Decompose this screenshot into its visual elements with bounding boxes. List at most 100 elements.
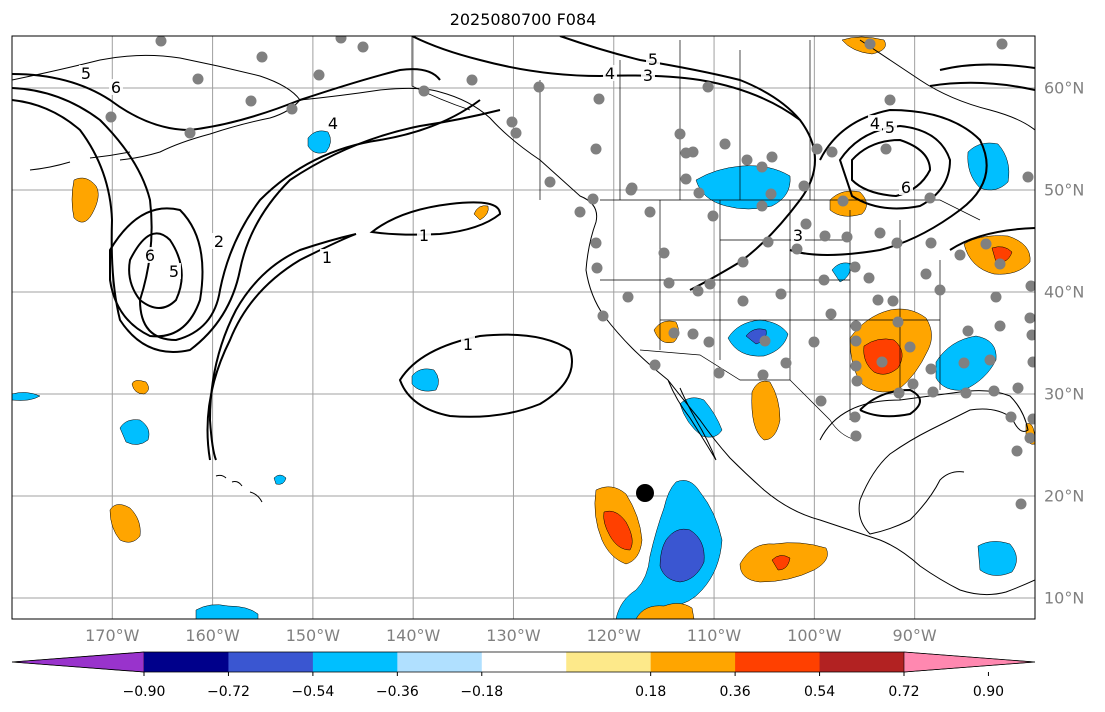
positive-anomaly-region bbox=[71, 177, 99, 223]
us-mexico-border bbox=[639, 349, 857, 441]
station-dot bbox=[988, 385, 1000, 397]
contour-label-background bbox=[320, 249, 334, 265]
station-dot bbox=[791, 243, 803, 255]
gulf-of-mexico-coastline bbox=[819, 390, 1029, 535]
coastlines bbox=[12, 39, 1035, 596]
colorbar-segment bbox=[819, 652, 905, 672]
longitude-label: 170°W bbox=[85, 626, 140, 645]
colorbar-tick-label: −0.72 bbox=[206, 684, 250, 700]
station-dots bbox=[105, 36, 1035, 510]
station-dot bbox=[765, 188, 777, 200]
contour-line bbox=[859, 388, 921, 418]
colorbar-tick-label: −0.54 bbox=[291, 684, 335, 700]
station-dot bbox=[510, 127, 522, 139]
colorbar-tick-label: −0.36 bbox=[375, 684, 419, 700]
station-dot bbox=[1005, 411, 1017, 423]
station-dot bbox=[893, 387, 905, 399]
contour-label: 6 bbox=[901, 178, 911, 197]
colorbar-segment bbox=[735, 652, 821, 672]
station-dot bbox=[687, 328, 699, 340]
colorbar bbox=[11, 651, 1036, 676]
colorbar-segment bbox=[566, 652, 652, 672]
colorbar-tick-label: −0.90 bbox=[122, 684, 166, 700]
station-dot bbox=[958, 357, 970, 369]
state-lines bbox=[600, 200, 941, 420]
station-dot bbox=[892, 316, 904, 328]
positive-anomaly-region bbox=[473, 205, 489, 221]
station-dot bbox=[1027, 356, 1035, 368]
station-dot bbox=[960, 387, 972, 399]
colorbar-segment bbox=[144, 652, 229, 672]
contour-label: 5 bbox=[648, 50, 658, 69]
negative-anomaly-region bbox=[967, 142, 1010, 191]
station-dot bbox=[313, 69, 325, 81]
station-dot bbox=[825, 308, 837, 320]
station-dot bbox=[927, 386, 939, 398]
positive-anomaly-region-strong bbox=[771, 555, 791, 571]
station-dot bbox=[1025, 280, 1035, 292]
station-dot bbox=[907, 378, 919, 390]
station-dot bbox=[798, 180, 810, 192]
station-dot bbox=[1024, 432, 1035, 444]
station-dot bbox=[663, 277, 675, 289]
station-dot bbox=[737, 256, 749, 268]
positive-anomaly-region bbox=[751, 380, 781, 441]
station-dot bbox=[1024, 312, 1035, 324]
latitude-label: 50°N bbox=[1044, 180, 1085, 200]
contour-label: 6 bbox=[145, 246, 155, 265]
positive-anomaly-region-strong bbox=[863, 338, 903, 375]
contour-line bbox=[109, 207, 204, 338]
contour-label: 3 bbox=[793, 226, 803, 245]
station-dot bbox=[692, 285, 704, 297]
station-dot bbox=[800, 218, 812, 230]
station-dot bbox=[849, 261, 861, 273]
latitude-label: 60°N bbox=[1044, 78, 1085, 98]
colorbar-tick-label: −0.18 bbox=[460, 684, 504, 700]
station-dot bbox=[737, 295, 749, 307]
station-dot bbox=[1026, 329, 1035, 341]
latitude-label: 10°N bbox=[1044, 588, 1085, 608]
colorbar-tick-label: 0.36 bbox=[719, 684, 751, 700]
station-dot bbox=[533, 81, 545, 93]
station-dot bbox=[775, 288, 787, 300]
station-dot bbox=[687, 146, 699, 158]
contour-line bbox=[206, 233, 357, 461]
station-dot bbox=[884, 94, 896, 106]
negative-anomaly-region bbox=[977, 541, 1017, 576]
station-dot bbox=[418, 85, 430, 97]
positive-anomaly-region bbox=[131, 380, 149, 395]
station-dot bbox=[811, 143, 823, 155]
station-dot bbox=[622, 291, 634, 303]
station-dot bbox=[851, 375, 863, 387]
positive-anomaly-region bbox=[635, 603, 695, 619]
contour-label: 1 bbox=[419, 226, 429, 245]
station-dot bbox=[707, 210, 719, 222]
station-dot bbox=[668, 327, 680, 339]
station-dot bbox=[703, 336, 715, 348]
contour-label: 3 bbox=[643, 66, 653, 85]
colorbar-tick-label: 0.54 bbox=[803, 684, 836, 700]
alaska-canada-border bbox=[411, 36, 471, 111]
storm-center-marker bbox=[636, 484, 654, 502]
station-dot bbox=[245, 95, 257, 107]
negative-anomaly-region bbox=[12, 392, 41, 401]
contour-lines bbox=[12, 36, 1035, 461]
colorbar-tick-label: 0.72 bbox=[888, 684, 920, 700]
colorbar-segment bbox=[481, 652, 567, 672]
station-dot bbox=[757, 369, 769, 381]
station-dot bbox=[544, 176, 556, 188]
station-dot bbox=[593, 93, 605, 105]
station-dot bbox=[826, 146, 838, 158]
station-dot bbox=[587, 193, 599, 205]
station-dot bbox=[925, 237, 937, 249]
station-dot bbox=[984, 354, 996, 366]
station-dot bbox=[925, 363, 937, 375]
station-dot bbox=[887, 295, 899, 307]
negative-anomaly-region bbox=[195, 604, 259, 619]
contour-line bbox=[851, 138, 932, 198]
contour-label-background bbox=[143, 247, 157, 263]
contour-label: 2 bbox=[214, 232, 224, 251]
contour-label-background bbox=[646, 51, 660, 67]
contour-line bbox=[411, 36, 816, 291]
